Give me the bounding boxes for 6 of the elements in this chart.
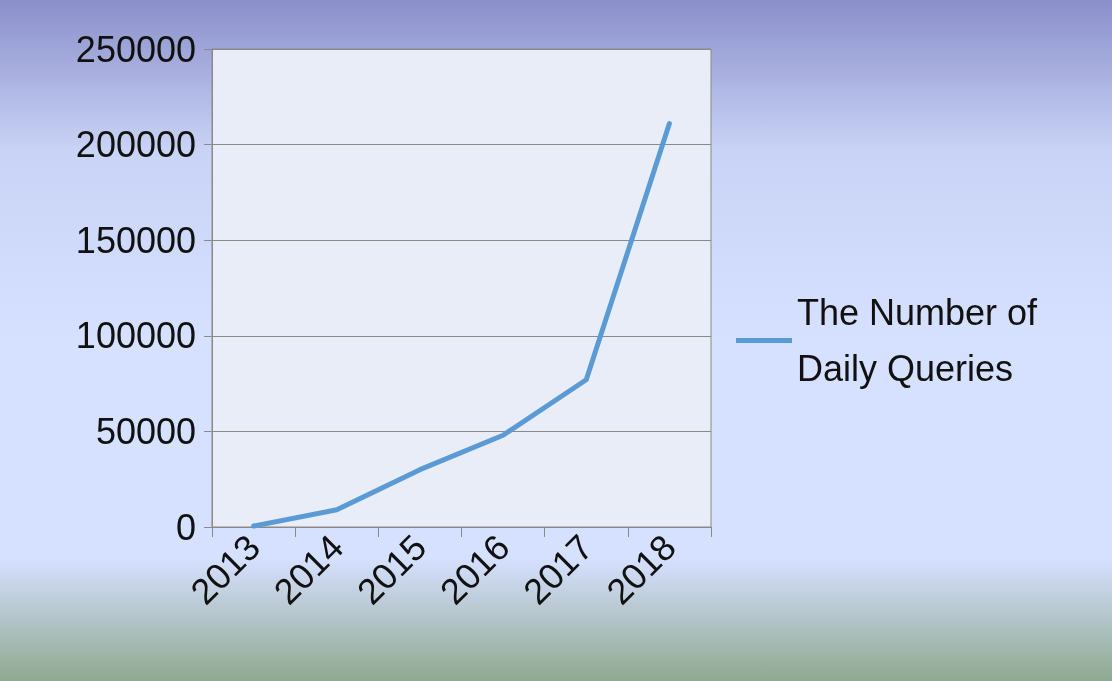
y-tick-label: 200000 bbox=[75, 124, 196, 166]
y-tick-label: 250000 bbox=[75, 28, 196, 70]
y-tick-label: 150000 bbox=[75, 219, 196, 261]
legend-label: The Number of Daily Queries bbox=[797, 292, 1048, 389]
y-tick-label: 50000 bbox=[95, 410, 196, 452]
y-tick-label: 100000 bbox=[75, 315, 196, 357]
